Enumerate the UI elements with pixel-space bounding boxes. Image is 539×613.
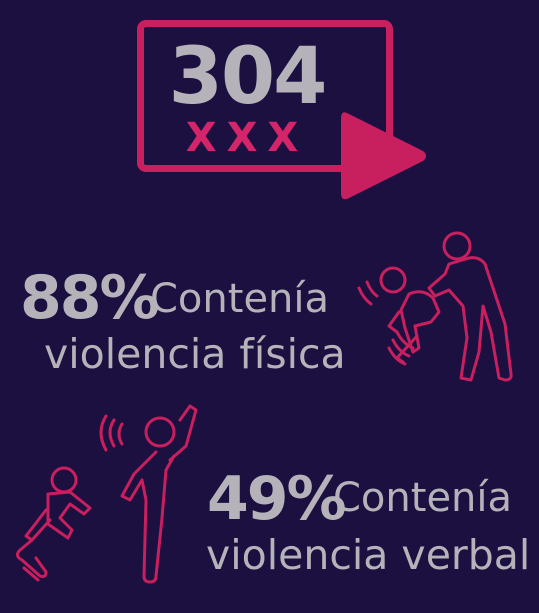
xxx-marker: XXX xyxy=(185,115,309,161)
verbal-violence-description: violencia verbal xyxy=(206,531,531,579)
verbal-violence-icon xyxy=(15,404,198,584)
play-icon xyxy=(341,112,426,200)
verbal-violence-label: Contenía xyxy=(333,475,513,521)
video-frame xyxy=(137,20,393,172)
physical-violence-icon xyxy=(357,231,513,382)
physical-violence-label: Contenía xyxy=(150,276,330,322)
physical-violence-description: violencia física xyxy=(44,330,346,378)
physical-violence-percent: 88% xyxy=(20,263,160,333)
total-count: 304 xyxy=(168,32,328,122)
verbal-violence-percent: 49% xyxy=(207,464,347,534)
